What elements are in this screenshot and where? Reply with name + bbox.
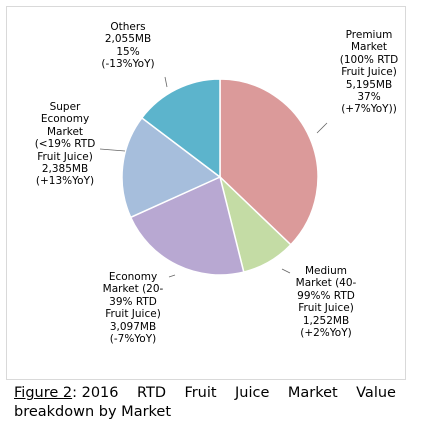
caption-word: Figure 2: 2016 bbox=[14, 385, 119, 401]
leader-line-super-economy bbox=[99, 148, 126, 152]
slice-label-economy: Economy Market (20- 39% RTD Fruit Juice)… bbox=[102, 271, 164, 346]
leader-line-others bbox=[164, 76, 168, 88]
caption-word: Value bbox=[356, 385, 396, 401]
caption-line-2: breakdown by Market bbox=[14, 404, 172, 420]
pie-slice-premium bbox=[219, 78, 319, 246]
slice-label-premium: Premium Market (100% RTD Fruit Juice) 5,… bbox=[339, 29, 399, 116]
caption-word: Juice bbox=[235, 385, 270, 401]
leader-line-economy bbox=[168, 274, 176, 278]
slice-label-super-economy: Super Economy Market (<19% RTD Fruit Jui… bbox=[34, 101, 96, 188]
figure-number: Figure 2 bbox=[14, 385, 73, 401]
chart-frame: Premium Market (100% RTD Fruit Juice) 5,… bbox=[6, 6, 406, 380]
figure-caption: Figure 2: 2016 RTD Fruit Juice Market Va… bbox=[14, 384, 396, 422]
slice-label-others: Others 2,055MB 15% (-13%YoY) bbox=[101, 21, 155, 71]
leader-line-premium bbox=[316, 122, 328, 134]
pie-slice-economy bbox=[129, 175, 245, 276]
leader-line-medium bbox=[281, 268, 291, 274]
caption-word: Market bbox=[287, 385, 338, 401]
pie-chart bbox=[99, 76, 328, 278]
slice-label-medium: Medium Market (40- 99%% RTD Fruit Juice)… bbox=[295, 265, 357, 340]
pie-slice-super-economy bbox=[121, 116, 222, 219]
pie-slice-others bbox=[140, 78, 221, 179]
caption-word: RTD bbox=[136, 385, 166, 401]
caption-line-1: Figure 2: 2016 RTD Fruit Juice Market Va… bbox=[14, 384, 396, 403]
caption-word: Fruit bbox=[184, 385, 217, 401]
